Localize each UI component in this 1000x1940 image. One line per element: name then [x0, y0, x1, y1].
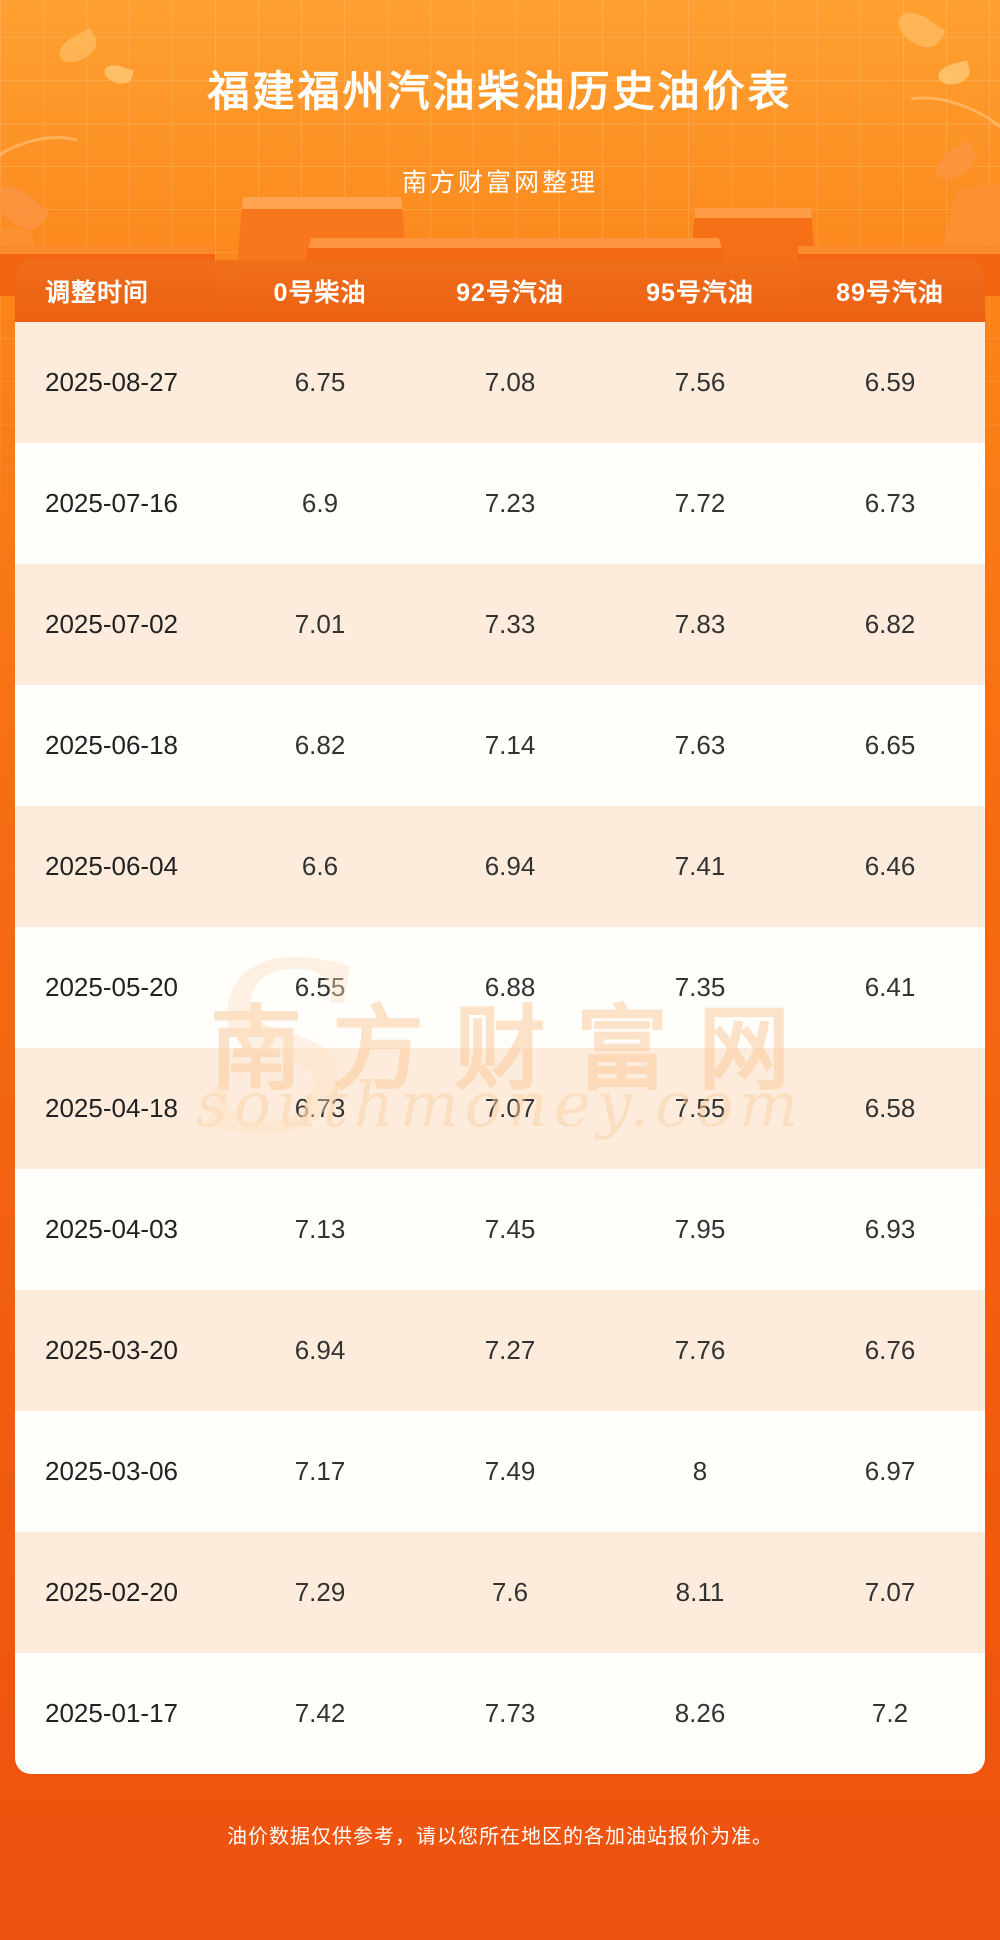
price-cell-diesel-0: 7.01: [294, 609, 346, 639]
column-header-gasoline-92: 92号汽油: [456, 279, 564, 307]
table-row: 2025-07-02 7.01 7.33 7.83 6.82: [15, 564, 985, 685]
price-cell-gasoline-95: 7.56: [674, 367, 726, 397]
price-cell-diesel-0: 6.9: [301, 488, 339, 518]
price-cell-gasoline-95: 7.41: [674, 851, 726, 881]
row-date-cell: 2025-05-20: [45, 972, 178, 1002]
price-cell-gasoline-89: 7.2: [871, 1698, 909, 1728]
price-cell-gasoline-89: 6.58: [864, 1093, 916, 1123]
row-date-cell: 2025-04-03: [45, 1214, 178, 1244]
price-cell-gasoline-95: 7.83: [674, 609, 726, 639]
row-date-cell: 2025-03-06: [45, 1456, 178, 1486]
row-date-cell: 2025-07-16: [45, 488, 178, 518]
price-cell-diesel-0: 7.17: [294, 1456, 346, 1486]
price-cell-gasoline-95: 8: [692, 1456, 708, 1486]
price-cell-gasoline-89: 6.93: [864, 1214, 916, 1244]
price-cell-gasoline-92: 7.49: [484, 1456, 536, 1486]
column-header-diesel-0: 0号柴油: [273, 279, 367, 307]
footer-note: 油价数据仅供参考，请以您所在地区的各加油站报价为准。: [227, 1826, 773, 1848]
price-table: 调整时间 0号柴油 92号汽油 95号汽油 89号汽油 2025-08-27 6…: [15, 260, 985, 1774]
price-cell-gasoline-95: 7.63: [674, 730, 726, 760]
price-cell-diesel-0: 6.75: [294, 367, 346, 397]
price-cell-gasoline-92: 7.07: [484, 1093, 536, 1123]
table-row: 2025-01-17 7.42 7.73 8.26 7.2: [15, 1653, 985, 1774]
table-row: 2025-03-06 7.17 7.49 8 6.97: [15, 1411, 985, 1532]
row-date-cell: 2025-06-18: [45, 730, 178, 760]
column-header-gasoline-95: 95号汽油: [646, 279, 754, 307]
price-cell-diesel-0: 6.73: [294, 1093, 346, 1123]
row-date-cell: 2025-08-27: [45, 367, 178, 397]
price-cell-gasoline-92: 7.73: [484, 1698, 536, 1728]
row-date-cell: 2025-07-02: [45, 609, 178, 639]
price-cell-gasoline-92: 7.14: [484, 730, 536, 760]
table-row: 2025-06-04 6.6 6.94 7.41 6.46: [15, 806, 985, 927]
price-cell-gasoline-92: 7.08: [484, 367, 536, 397]
price-cell-gasoline-89: 6.59: [864, 367, 916, 397]
price-cell-diesel-0: 6.55: [294, 972, 346, 1002]
price-cell-gasoline-89: 6.73: [864, 488, 916, 518]
price-cell-gasoline-92: 7.23: [484, 488, 536, 518]
table-row: 2025-08-27 6.75 7.08 7.56 6.59: [15, 322, 985, 443]
price-cell-gasoline-92: 6.94: [484, 851, 536, 881]
price-cell-gasoline-89: 6.46: [864, 851, 916, 881]
table-body: 2025-08-27 6.75 7.08 7.56 6.59 2025-07-1…: [15, 322, 985, 1774]
price-cell-gasoline-92: 6.88: [484, 972, 536, 1002]
price-cell-gasoline-89: 6.76: [864, 1335, 916, 1365]
price-cell-gasoline-89: 6.97: [864, 1456, 916, 1486]
column-header-date: 调整时间: [45, 279, 150, 307]
price-cell-gasoline-95: 7.35: [674, 972, 726, 1002]
price-cell-gasoline-92: 7.6: [491, 1577, 529, 1607]
price-cell-gasoline-92: 7.33: [484, 609, 536, 639]
row-date-cell: 2025-01-17: [45, 1698, 178, 1728]
price-cell-gasoline-95: 7.95: [674, 1214, 726, 1244]
price-cell-diesel-0: 6.94: [294, 1335, 346, 1365]
price-cell-gasoline-92: 7.45: [484, 1214, 536, 1244]
price-cell-gasoline-95: 7.72: [674, 488, 726, 518]
table-row: 2025-06-18 6.82 7.14 7.63 6.65: [15, 685, 985, 806]
price-cell-gasoline-95: 7.76: [674, 1335, 726, 1365]
price-cell-diesel-0: 7.29: [294, 1577, 346, 1607]
table-row: 2025-05-20 6.55 6.88 7.35 6.41: [15, 927, 985, 1048]
table-row: 2025-07-16 6.9 7.23 7.72 6.73: [15, 443, 985, 564]
price-cell-gasoline-92: 7.27: [484, 1335, 536, 1365]
page-title: 福建福州汽油柴油历史油价表: [207, 68, 793, 115]
table-row: 2025-04-18 6.73 7.07 7.55 6.58: [15, 1048, 985, 1169]
table-row: 2025-02-20 7.29 7.6 8.11 7.07: [15, 1532, 985, 1653]
row-date-cell: 2025-06-04: [45, 851, 178, 881]
row-date-cell: 2025-02-20: [45, 1577, 178, 1607]
price-cell-gasoline-95: 8.26: [674, 1698, 726, 1728]
row-date-cell: 2025-03-20: [45, 1335, 178, 1365]
price-cell-gasoline-95: 7.55: [674, 1093, 726, 1123]
price-cell-gasoline-89: 6.82: [864, 609, 916, 639]
row-date-cell: 2025-04-18: [45, 1093, 178, 1123]
price-cell-gasoline-95: 8.11: [675, 1577, 725, 1607]
price-cell-diesel-0: 7.42: [294, 1698, 346, 1728]
price-cell-diesel-0: 6.6: [301, 851, 339, 881]
table-row: 2025-04-03 7.13 7.45 7.95 6.93: [15, 1169, 985, 1290]
column-header-gasoline-89: 89号汽油: [836, 279, 944, 307]
price-cell-diesel-0: 7.13: [294, 1214, 346, 1244]
table-header-row: 调整时间 0号柴油 92号汽油 95号汽油 89号汽油: [15, 260, 985, 322]
price-cell-gasoline-89: 6.65: [864, 730, 916, 760]
page-subtitle: 南方财富网整理: [401, 169, 598, 197]
price-cell-gasoline-89: 6.41: [864, 972, 916, 1002]
price-cell-diesel-0: 6.82: [294, 730, 346, 760]
price-cell-gasoline-89: 7.07: [864, 1577, 916, 1607]
table-row: 2025-03-20 6.94 7.27 7.76 6.76: [15, 1290, 985, 1411]
